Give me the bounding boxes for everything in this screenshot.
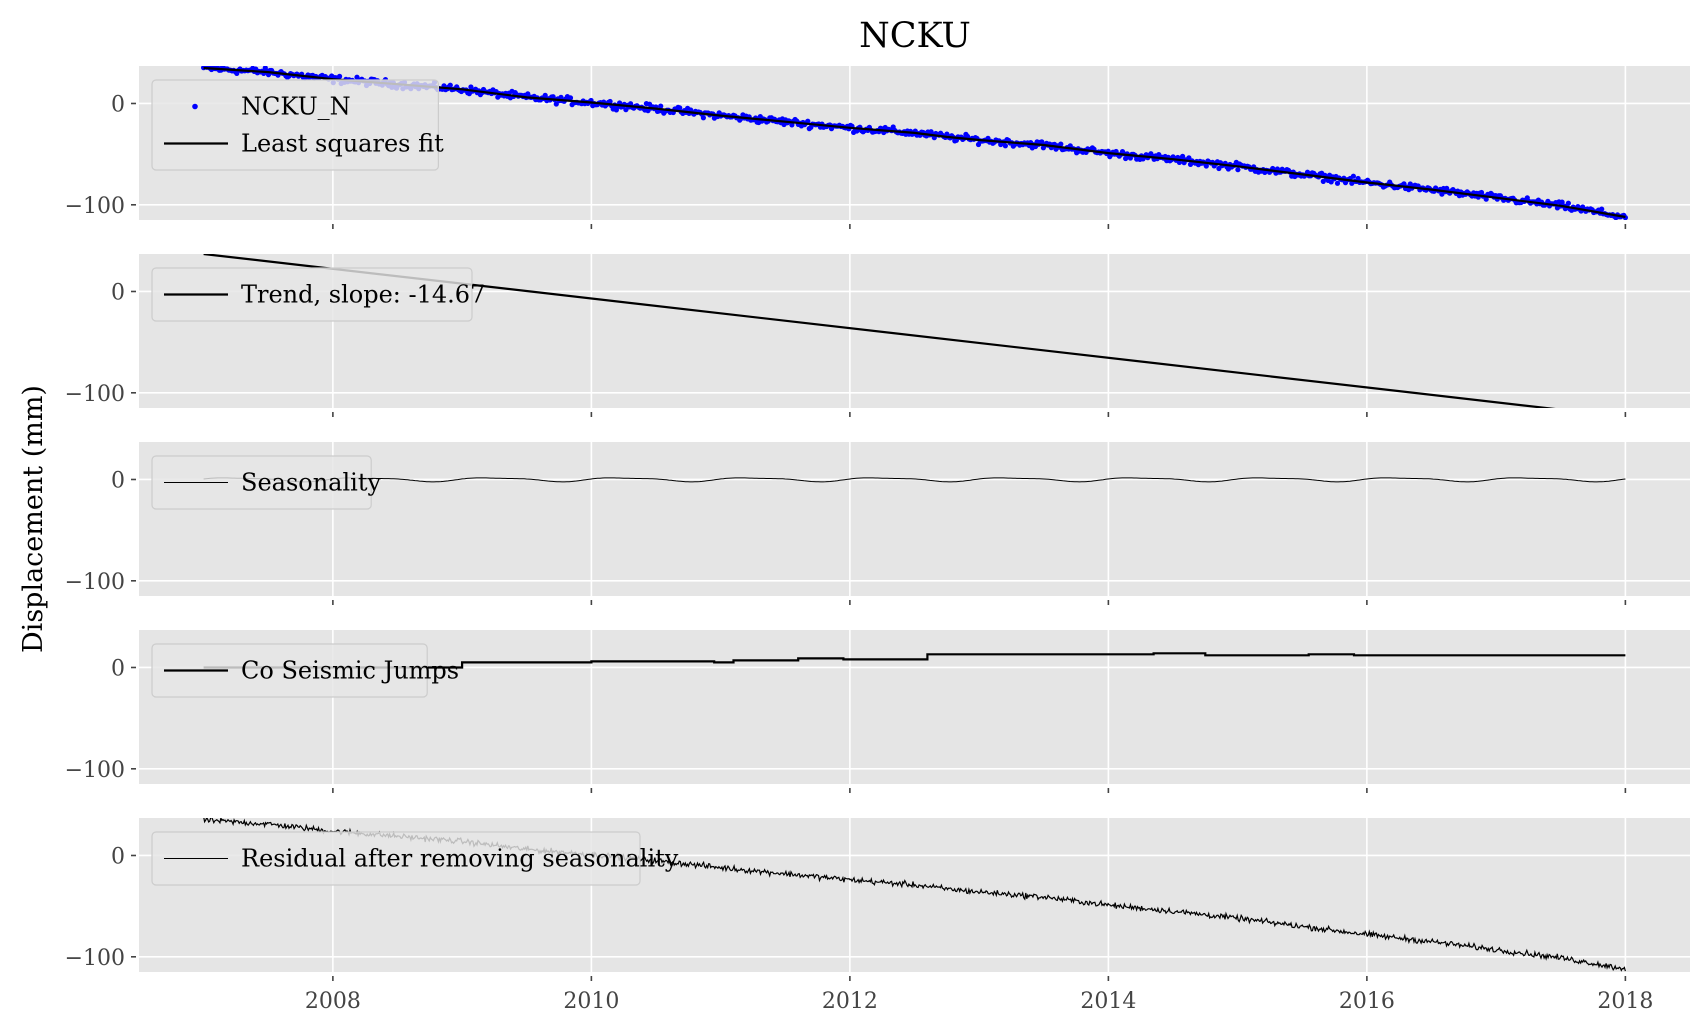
data-point: [553, 101, 559, 107]
legend: Co Seismic Jumps: [151, 643, 459, 698]
y-tick-label: 0: [111, 92, 125, 117]
plot-area: [203, 477, 1626, 483]
legend-label: Co Seismic Jumps: [241, 657, 459, 685]
legend-frame: [151, 831, 641, 886]
data-point: [677, 105, 683, 111]
series-line: [203, 66, 1626, 219]
x-tick-label: 2014: [1080, 989, 1136, 1014]
data-point: [1039, 139, 1045, 145]
y-tick-label: 0: [111, 656, 125, 681]
data-point: [1235, 167, 1241, 173]
panel-5: 0 −100 Residual after removing seasonality…: [65, 818, 1690, 1014]
panel-4: 0 −100 Co Seismic Jumps: [65, 630, 1690, 793]
legend-label: Residual after removing seasonality: [241, 845, 679, 873]
legend-frame: [151, 79, 439, 171]
y-tick-label: −100: [65, 194, 125, 219]
data-point: [1002, 143, 1009, 149]
data-point: [1483, 196, 1489, 202]
data-point: [542, 92, 548, 98]
x-tick-label: 2012: [822, 989, 878, 1014]
legend-marker-dot: [192, 103, 198, 110]
panel-1: 0 −100 NCKU_N Least squares fit: [65, 66, 1690, 229]
y-tick-label: −100: [65, 570, 125, 595]
chart-title: NCKU: [859, 16, 971, 56]
data-point: [1355, 175, 1361, 182]
y-tick-label: −100: [65, 758, 125, 783]
data-point: [805, 118, 811, 124]
data-point: [1401, 181, 1407, 187]
y-tick-label: 0: [111, 280, 125, 305]
y-axis-label: Displacement (mm): [18, 385, 49, 653]
data-point: [607, 98, 613, 105]
data-point: [1599, 206, 1605, 212]
plot-background: [139, 442, 1690, 596]
panels: 0 −100 NCKU_N Least squares fit 0 −100 Trend, …: [65, 66, 1690, 1014]
series-seasonality-line: [203, 477, 1626, 483]
legend-label: NCKU_N: [241, 93, 351, 121]
x-tick-label: 2008: [305, 989, 361, 1014]
x-tick-label: 2016: [1339, 989, 1395, 1014]
data-point: [1058, 141, 1064, 147]
legend: Seasonality: [151, 455, 381, 510]
legend-frame: [151, 643, 428, 698]
plot-area: [203, 652, 1626, 669]
panel-2: 0 −100 Trend, slope: -14.67: [65, 254, 1690, 417]
legend: NCKU_N Least squares fit: [151, 79, 444, 171]
data-point: [1559, 199, 1565, 205]
data-point: [700, 115, 707, 121]
data-point: [1328, 179, 1334, 185]
legend: Residual after removing seasonality: [151, 831, 679, 886]
panel-3: 0 −100 Seasonality: [65, 442, 1690, 605]
y-tick-label: −100: [65, 946, 125, 971]
x-tick-label: 2010: [563, 989, 619, 1014]
y-tick-label: 0: [111, 844, 125, 869]
legend-label: Trend, slope: -14.67: [241, 281, 485, 309]
x-tick-label: 2018: [1597, 989, 1653, 1014]
legend-label: Least squares fit: [241, 130, 444, 158]
data-point: [567, 95, 574, 101]
y-tick-label: −100: [65, 382, 125, 407]
legend-label: Seasonality: [241, 469, 381, 497]
data-point: [1350, 173, 1356, 179]
legend: Trend, slope: -14.67: [151, 267, 485, 322]
data-point: [1180, 153, 1186, 159]
data-point: [468, 84, 474, 90]
series-jumps-line: [203, 652, 1626, 669]
data-point: [337, 73, 343, 79]
data-point: [658, 103, 664, 109]
data-point: [1334, 180, 1341, 186]
data-point: [1320, 178, 1326, 184]
data-point: [447, 82, 453, 88]
legend-frame: [151, 455, 372, 510]
y-tick-label: 0: [111, 468, 125, 493]
data-point: [1565, 200, 1571, 206]
data-point: [1203, 163, 1209, 169]
legend-frame: [151, 267, 473, 322]
